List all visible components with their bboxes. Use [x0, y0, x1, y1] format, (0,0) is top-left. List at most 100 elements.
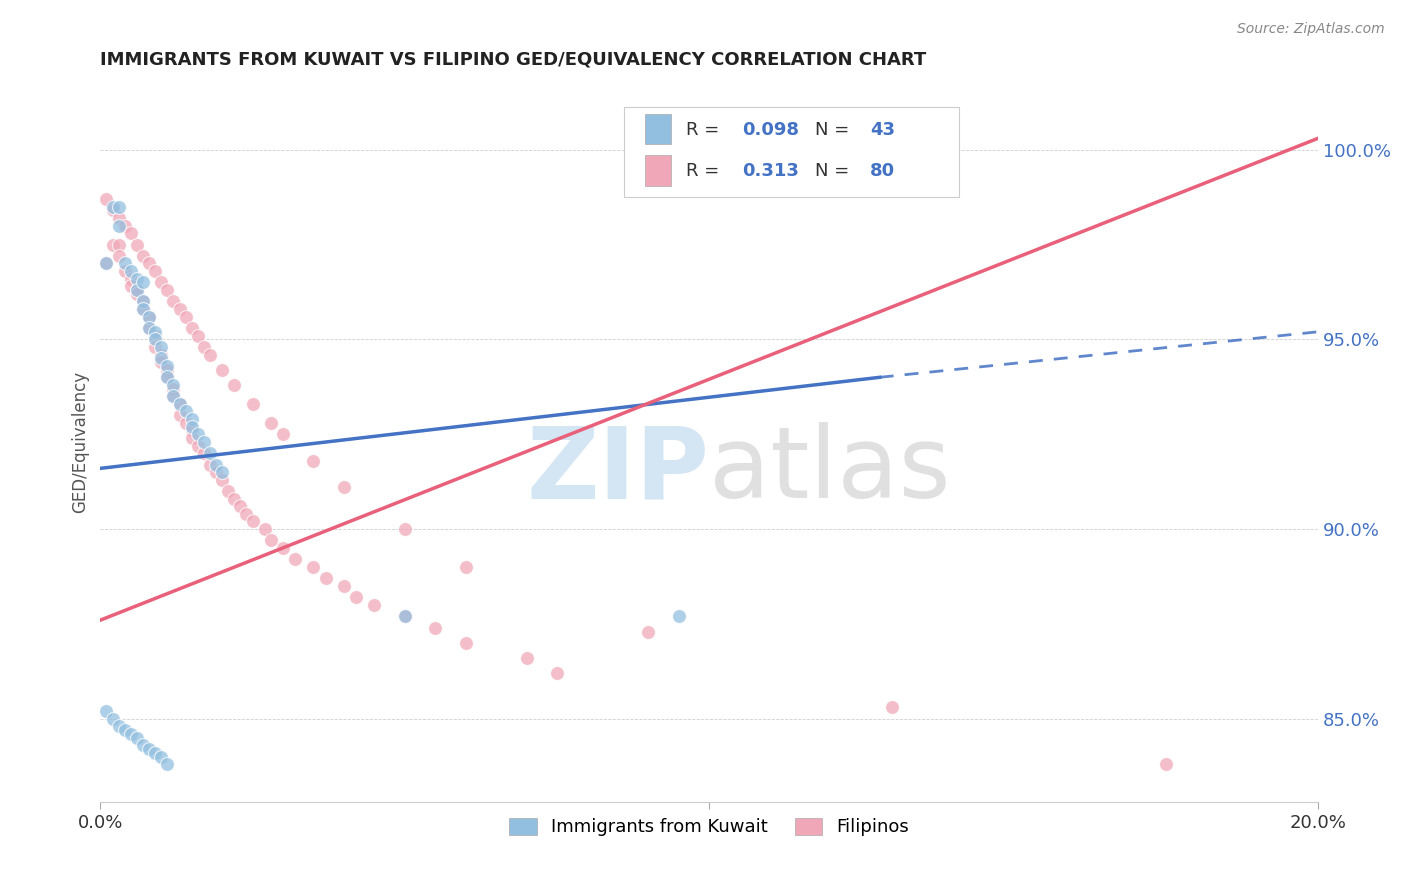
- Point: [114, 219, 136, 233]
- Point: [143, 340, 166, 354]
- Point: [224, 377, 246, 392]
- Point: [668, 609, 690, 624]
- Point: [138, 321, 160, 335]
- Text: N =: N =: [815, 162, 855, 180]
- Point: [125, 283, 148, 297]
- Point: [120, 271, 142, 285]
- Point: [162, 389, 184, 403]
- Point: [394, 609, 416, 624]
- Point: [107, 237, 129, 252]
- Point: [132, 249, 155, 263]
- Point: [114, 256, 136, 270]
- Point: [114, 264, 136, 278]
- Point: [150, 355, 173, 369]
- Point: [120, 264, 142, 278]
- Point: [315, 571, 337, 585]
- Point: [96, 256, 118, 270]
- Text: 43: 43: [870, 120, 896, 139]
- Point: [253, 522, 276, 536]
- Point: [143, 325, 166, 339]
- Point: [156, 757, 179, 772]
- Point: [180, 419, 202, 434]
- Point: [187, 328, 209, 343]
- Point: [150, 340, 173, 354]
- Point: [302, 454, 325, 468]
- Point: [96, 192, 118, 206]
- Point: [1154, 757, 1177, 772]
- Point: [162, 382, 184, 396]
- Point: [143, 332, 166, 346]
- Text: N =: N =: [815, 120, 855, 139]
- Point: [224, 491, 246, 506]
- Point: [174, 310, 197, 324]
- Point: [107, 719, 129, 733]
- Point: [211, 465, 233, 479]
- Point: [132, 294, 155, 309]
- Point: [333, 480, 356, 494]
- Point: [363, 598, 385, 612]
- Point: [344, 591, 367, 605]
- Point: [125, 286, 148, 301]
- Point: [187, 439, 209, 453]
- Point: [120, 279, 142, 293]
- Point: [138, 310, 160, 324]
- Point: [96, 704, 118, 718]
- Point: [132, 276, 155, 290]
- Text: Source: ZipAtlas.com: Source: ZipAtlas.com: [1237, 22, 1385, 37]
- Point: [162, 389, 184, 403]
- Point: [156, 362, 179, 376]
- Point: [132, 301, 155, 316]
- Point: [96, 256, 118, 270]
- Text: atlas: atlas: [709, 422, 950, 519]
- Point: [333, 579, 356, 593]
- Point: [132, 294, 155, 309]
- Point: [150, 276, 173, 290]
- Text: ZIP: ZIP: [526, 422, 709, 519]
- Point: [271, 541, 294, 555]
- Point: [454, 560, 477, 574]
- Text: 0.098: 0.098: [742, 120, 799, 139]
- Point: [125, 731, 148, 745]
- Point: [107, 249, 129, 263]
- Point: [114, 723, 136, 738]
- Point: [205, 458, 228, 472]
- Point: [107, 219, 129, 233]
- Point: [198, 458, 221, 472]
- Point: [187, 427, 209, 442]
- Point: [198, 446, 221, 460]
- Point: [193, 434, 215, 449]
- Point: [193, 340, 215, 354]
- Point: [174, 416, 197, 430]
- Point: [180, 424, 202, 438]
- Point: [235, 507, 257, 521]
- Point: [138, 256, 160, 270]
- Point: [229, 500, 252, 514]
- Point: [394, 522, 416, 536]
- Y-axis label: GED/Equivalency: GED/Equivalency: [72, 371, 89, 513]
- Point: [125, 271, 148, 285]
- Point: [156, 283, 179, 297]
- Point: [150, 347, 173, 361]
- Point: [394, 609, 416, 624]
- Point: [150, 351, 173, 366]
- FancyBboxPatch shape: [624, 106, 959, 197]
- Point: [302, 560, 325, 574]
- Point: [156, 370, 179, 384]
- Point: [198, 347, 221, 361]
- Point: [138, 742, 160, 756]
- Point: [101, 237, 124, 252]
- Point: [162, 294, 184, 309]
- Bar: [645, 114, 672, 145]
- Point: [107, 200, 129, 214]
- Point: [180, 321, 202, 335]
- Point: [211, 473, 233, 487]
- Point: [174, 404, 197, 418]
- Point: [143, 746, 166, 760]
- Point: [169, 409, 191, 423]
- Bar: [645, 155, 672, 186]
- Text: 0.313: 0.313: [742, 162, 799, 180]
- Point: [138, 321, 160, 335]
- Point: [169, 397, 191, 411]
- Point: [217, 484, 239, 499]
- Point: [169, 397, 191, 411]
